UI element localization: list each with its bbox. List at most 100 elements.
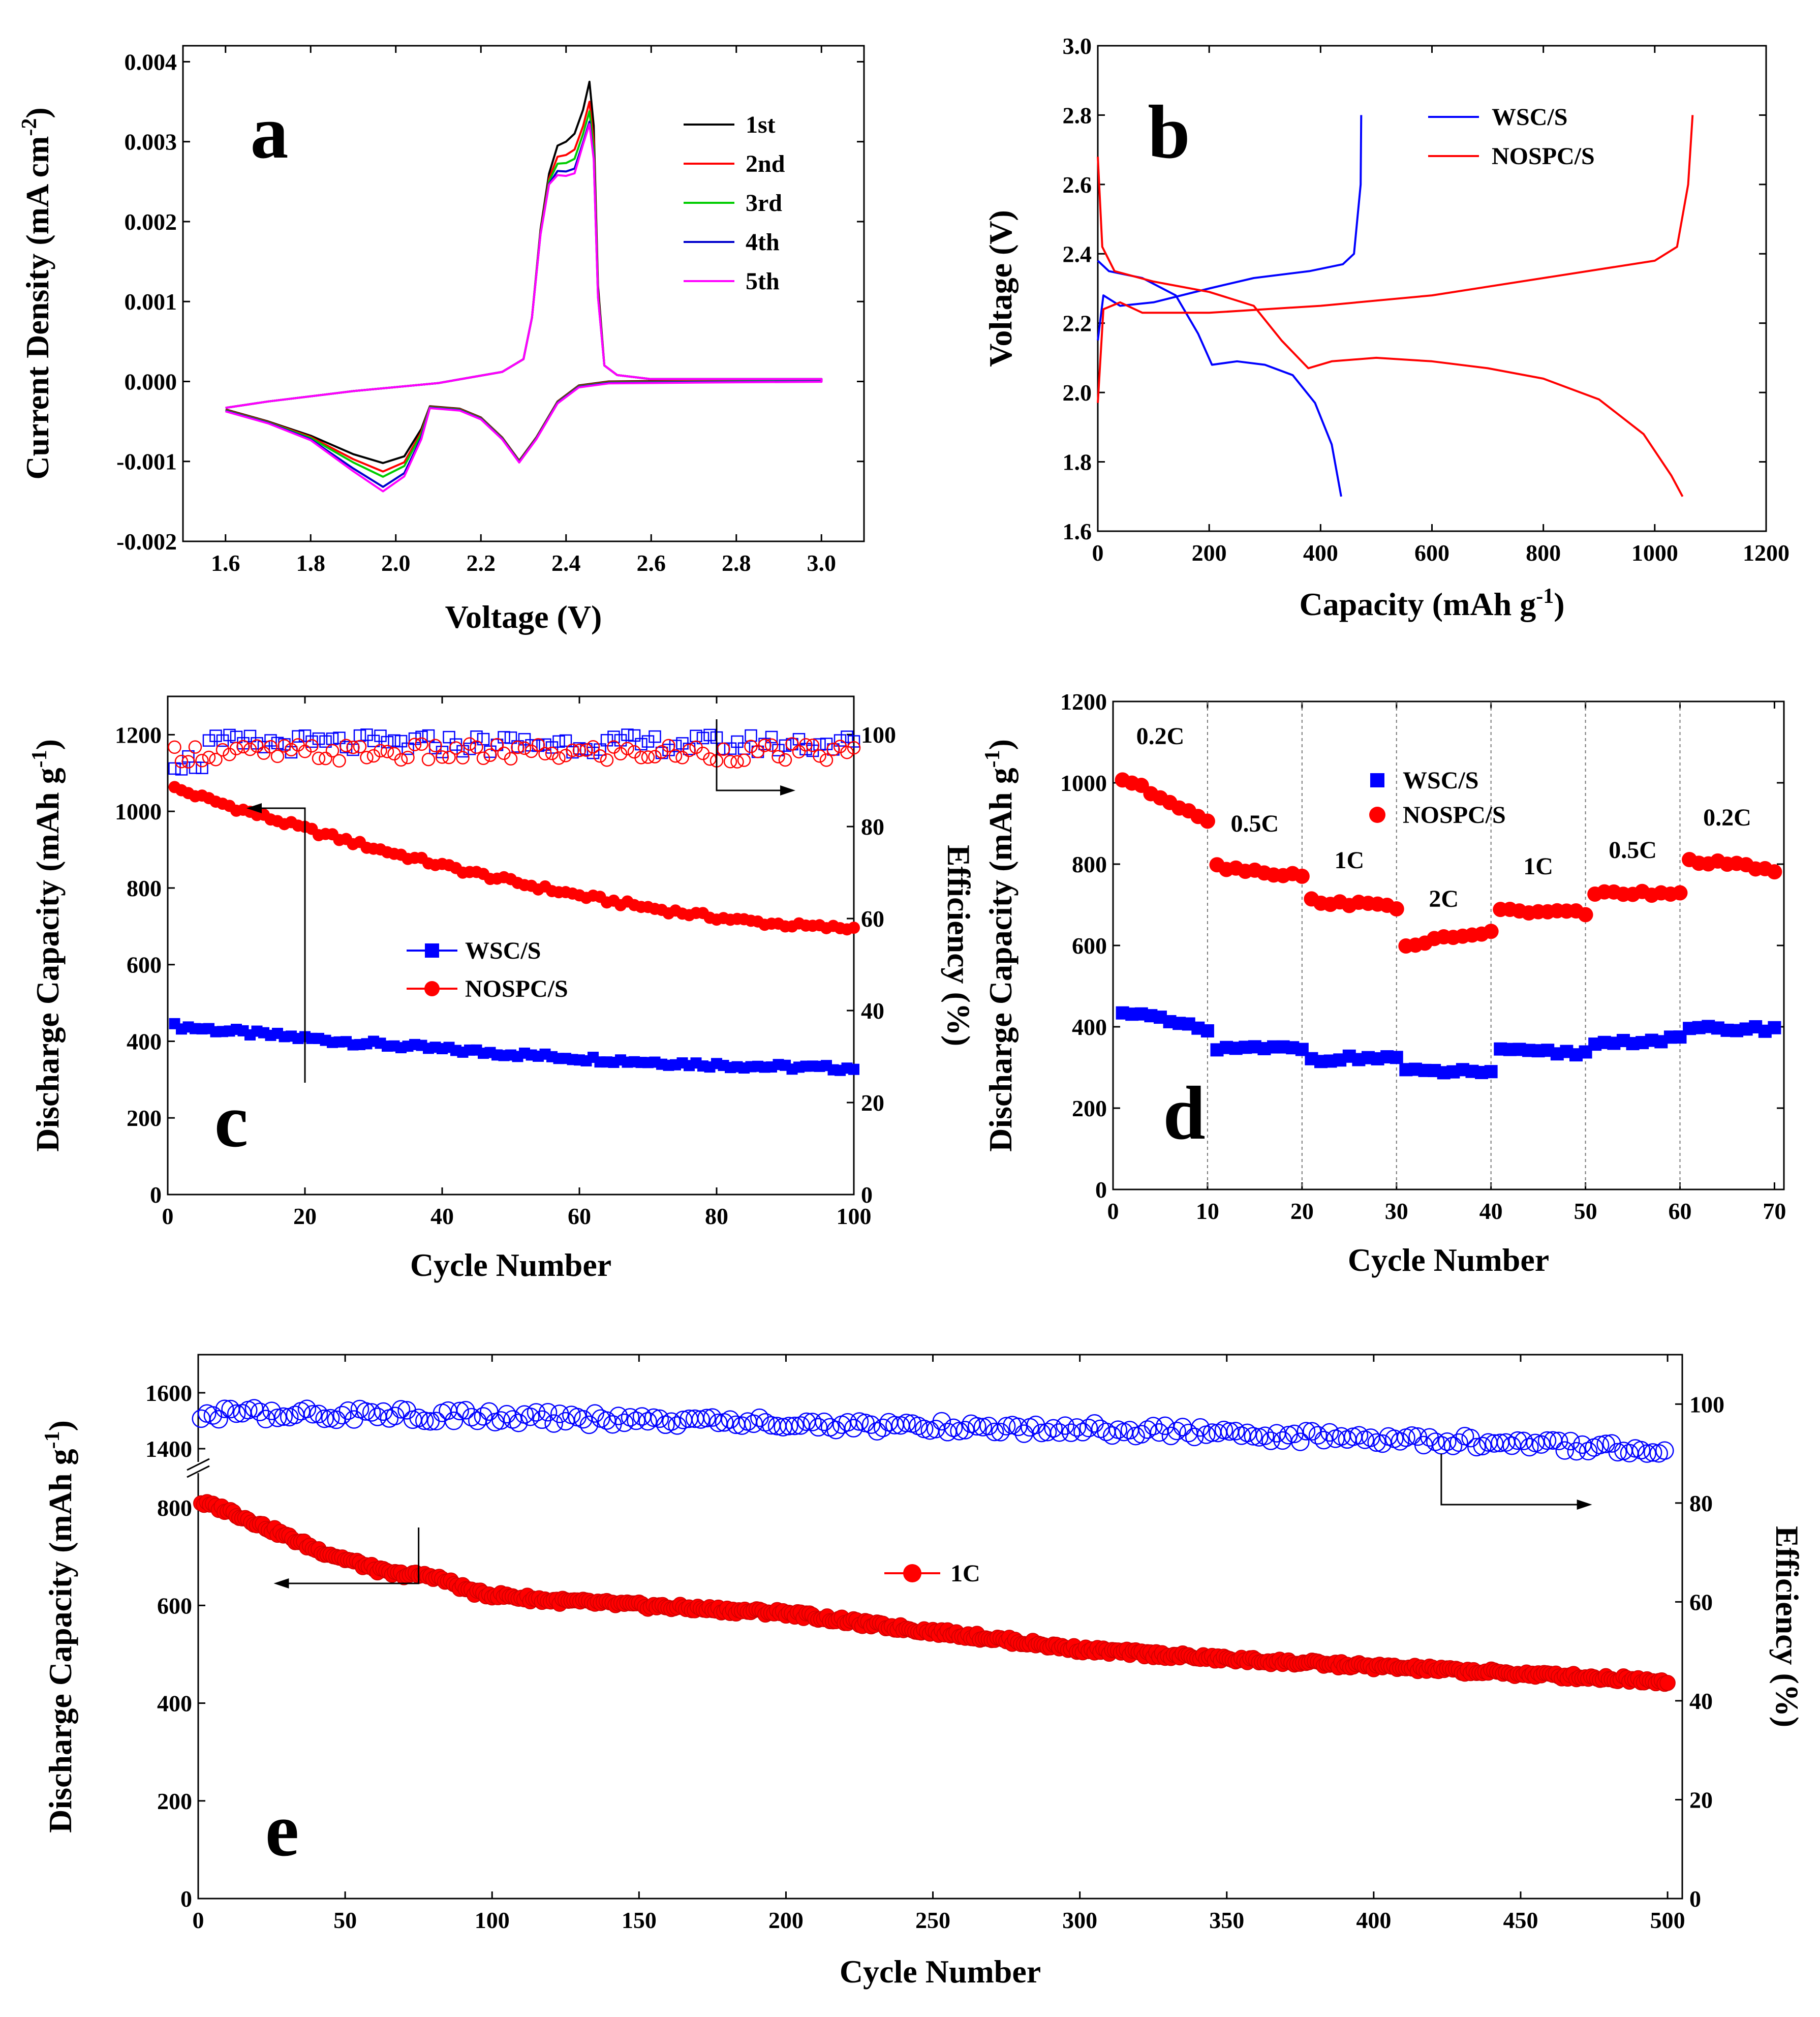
legend-label: NOSPC/S [1403, 802, 1506, 829]
cv-curve-3rd [225, 110, 823, 478]
efficiency-point [1238, 1423, 1257, 1443]
y2-axis-label: Efficiency (%) [941, 845, 977, 1046]
efficiency-point-WSC/S [498, 731, 510, 744]
efficiency-point-WSC/S [841, 730, 853, 743]
efficiency-point-NOSPC/S [174, 754, 189, 769]
efficiency-point [1537, 1431, 1557, 1450]
efficiency-point-WSC/S [539, 738, 551, 751]
efficiency-point-WSC/S [552, 735, 565, 748]
x-tick-label: 40 [430, 1203, 454, 1229]
efficiency-point-WSC/S [305, 735, 318, 748]
efficiency-point [621, 1408, 640, 1427]
rate-label: 0.5C [1609, 837, 1657, 864]
rate-point-NOSPC/S [1578, 907, 1593, 923]
efficiency-point-WSC/S [223, 728, 236, 742]
x-axis-label: Cycle Number [410, 1247, 611, 1283]
efficiency-point [585, 1404, 604, 1423]
panel-c: 0 20 40 60 80 1000200400600800100012000204060… [28, 695, 977, 1283]
panel-b: 0 200 400 600 800 1000 1200 1.6 1.8 2.0 2.2 2.4 2.6 2… [982, 33, 1790, 622]
efficiency-point-NOSPC/S [380, 745, 394, 758]
efficiency-point [985, 1422, 1004, 1442]
legend-label: 1st [746, 111, 776, 138]
efficiency-point [1508, 1431, 1527, 1450]
efficiency-point-WSC/S [607, 730, 620, 743]
efficiency-point [1655, 1441, 1674, 1460]
efficiency-point-NOSPC/S [449, 741, 463, 755]
y-tick-label: 0.001 [125, 289, 177, 315]
efficiency-point [950, 1422, 969, 1441]
y-tick-label: 0.000 [125, 369, 177, 394]
efficiency-point [1320, 1423, 1339, 1442]
legend-marker [424, 981, 440, 996]
efficiency-point-NOSPC/S [682, 743, 696, 757]
efficiency-point-NOSPC/S [737, 753, 751, 767]
legend-marker [1370, 773, 1384, 787]
x-tick-label: 50 [333, 1907, 357, 1933]
x-tick-label: 2.2 [467, 550, 496, 576]
efficiency-point-WSC/S [333, 731, 346, 744]
rate-label: 0.2C [1703, 804, 1751, 831]
y-axis-label: Current Density (mA cm-2) [18, 107, 55, 479]
efficiency-point-NOSPC/S [181, 755, 195, 769]
efficiency-point [1097, 1422, 1116, 1442]
rate-point-NOSPC/S [1294, 868, 1310, 884]
efficiency-point-NOSPC/S [730, 755, 744, 769]
efficiency-point-WSC/S [463, 742, 476, 755]
y2-axis-label: Efficiency (%) [1769, 1526, 1805, 1727]
efficiency-point [856, 1414, 875, 1432]
efficiency-point-NOSPC/S [511, 740, 525, 754]
efficiency-point-WSC/S [449, 738, 462, 751]
efficiency-point-NOSPC/S [744, 740, 758, 753]
y-tick-label: 1400 [145, 1436, 192, 1462]
efficiency-point [444, 1411, 464, 1430]
x-tick-label: 0 [1107, 1198, 1119, 1224]
efficiency-point [1367, 1433, 1386, 1452]
x-tick-label: 70 [1763, 1198, 1786, 1224]
efficiency-point-NOSPC/S [456, 751, 470, 765]
panel-label-d: d [1163, 1071, 1205, 1155]
efficiency-point-NOSPC/S [470, 740, 483, 754]
x-tick-label: 100 [837, 1203, 872, 1229]
efficiency-point-WSC/S [621, 728, 634, 741]
efficiency-point-NOSPC/S [374, 744, 387, 758]
efficiency-point-NOSPC/S [476, 751, 490, 765]
y2-tick-label: 20 [1689, 1787, 1713, 1813]
efficiency-point [1267, 1424, 1286, 1443]
axis-break-mark [187, 1465, 210, 1478]
efficiency-point-WSC/S [182, 750, 195, 763]
efficiency-point [1308, 1426, 1328, 1445]
efficiency-point-NOSPC/S [366, 749, 381, 763]
y-tick-label: 2.6 [1063, 172, 1092, 198]
efficiency-point [456, 1401, 475, 1420]
y2-tick-label: 60 [1689, 1589, 1713, 1615]
efficiency-point-WSC/S [175, 763, 188, 776]
efficiency-point [650, 1409, 669, 1428]
y-tick-label: 1000 [1060, 770, 1107, 796]
efficiency-point [450, 1401, 469, 1421]
efficiency-point [1349, 1426, 1369, 1445]
efficiency-point-NOSPC/S [339, 739, 353, 753]
efficiency-point-NOSPC/S [717, 742, 730, 756]
efficiency-point [1561, 1431, 1580, 1451]
legend-label: 1C [950, 1560, 980, 1587]
plot-frame [197, 1354, 1683, 1900]
efficiency-point [491, 1411, 510, 1430]
efficiency-point [732, 1416, 751, 1435]
arrow-left-axis [286, 1527, 420, 1584]
x-tick-label: 50 [1574, 1198, 1597, 1224]
x-tick-label: 2.4 [551, 550, 581, 576]
legend-label: WSC/S [465, 937, 541, 964]
efficiency-point [1050, 1423, 1069, 1442]
capacity-point-NOSPC/S [848, 922, 860, 934]
efficiency-point-NOSPC/S [806, 738, 820, 752]
legend-marker [903, 1564, 921, 1582]
efficiency-point [1144, 1417, 1163, 1435]
x-tick-label: 0 [193, 1907, 204, 1933]
efficiency-point [873, 1418, 892, 1438]
rate-point-WSC/S [1390, 1051, 1403, 1064]
efficiency-point [209, 1410, 228, 1429]
efficiency-point-NOSPC/S [236, 740, 250, 754]
efficiency-point-NOSPC/S [600, 753, 614, 767]
efficiency-point-WSC/S [779, 739, 792, 752]
x-tick-label: 1000 [1631, 540, 1678, 566]
